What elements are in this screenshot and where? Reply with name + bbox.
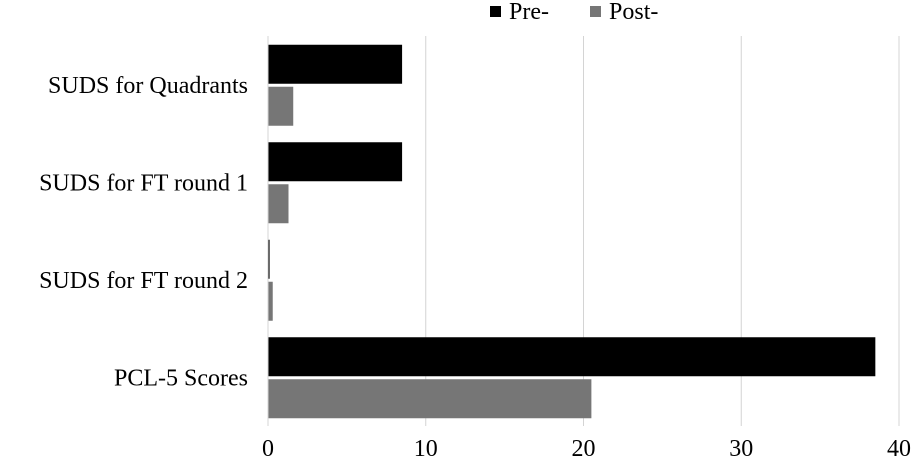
bar-pre-2 <box>268 239 270 279</box>
legend-label-0: Pre- <box>509 0 549 25</box>
bar-pre-3 <box>268 337 876 377</box>
category-label-3: PCL-5 Scores <box>114 365 248 391</box>
labels: 0 10 20 30 40 SUDS for Quadrants SUDS for FT r… <box>39 73 911 462</box>
bar-post-1 <box>268 184 289 224</box>
category-label-0: SUDS for Quadrants <box>48 73 248 99</box>
x-tick-label-0: 0 <box>262 436 274 462</box>
x-tick-label-10: 10 <box>414 436 438 462</box>
x-tick-label-30: 30 <box>729 436 753 462</box>
legend-swatch-0 <box>490 6 501 17</box>
legend-label-1: Post- <box>609 0 658 25</box>
bars <box>268 44 876 419</box>
x-tick-label-20: 20 <box>572 436 596 462</box>
category-label-1: SUDS for FT round 1 <box>39 170 248 196</box>
bar-post-0 <box>268 86 294 126</box>
bar-post-3 <box>268 379 592 419</box>
bar-pre-1 <box>268 142 403 182</box>
category-label-2: SUDS for FT round 2 <box>39 268 248 294</box>
bar-post-2 <box>268 281 273 321</box>
bar-pre-0 <box>268 44 403 84</box>
legend: Pre- Post- <box>490 0 658 25</box>
legend-swatch-1 <box>590 6 601 17</box>
x-tick-label-40: 40 <box>887 436 911 462</box>
